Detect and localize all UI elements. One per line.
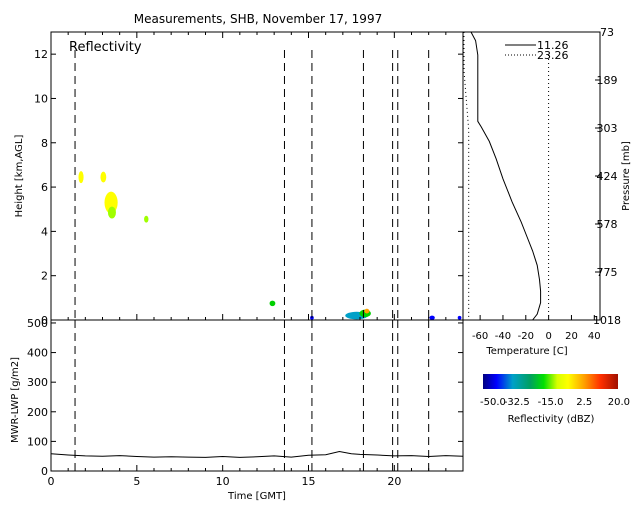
lwp-series-line (50, 450, 464, 458)
lwp-sounding-time-lines (74, 320, 430, 471)
reflectivity-panel: Reflectivity 0 2 4 6 8 10 12 Height [km,AGL] (14, 31, 464, 327)
lwp-y-axis: 0 100 200 300 400 500 (27, 317, 463, 478)
legend-label-dotted: 23.26 (537, 49, 569, 62)
lwp-ylabel: MWR-LWP [g/m2] (10, 357, 21, 443)
reflectivity-y-axis: 0 2 4 6 8 10 12 (34, 48, 463, 327)
time-tick-label: 5 (133, 475, 140, 488)
colorbar-gradient (483, 374, 618, 389)
pressure-tick-label: 775 (597, 266, 618, 279)
sounding-legend: 11.26 23.26 (505, 39, 569, 62)
temperature-tick-label: -40 (495, 331, 511, 342)
reflectivity-echo (364, 308, 370, 314)
sounding-profiles (463, 31, 550, 321)
lwp-panel: 0 100 200 300 400 500 0 5 10 15 20 Time [GMT] MWR… (10, 317, 464, 502)
reflectivity-colorbar: -50.0-32.5 -15.0 2.5 20.0 Reflectivity (dBZ… (480, 374, 630, 425)
lwp-xlabel: Time [GMT] (227, 491, 286, 502)
colorbar-ticks: -50.0-32.5 -15.0 2.5 20.0 (480, 397, 630, 408)
sounding-frame (462, 31, 601, 321)
height-tick-label: 4 (41, 225, 48, 238)
colorbar-tick-label: -32.5 (504, 397, 530, 408)
reflectivity-echo (78, 171, 84, 184)
reflectivity-ylabel: Height [km,AGL] (14, 135, 25, 218)
time-tick-label: 20 (387, 475, 401, 488)
colorbar-label: Reflectivity (dBZ) (508, 414, 595, 425)
lwp-tick-label: 0 (41, 465, 48, 478)
pressure-tick-label: 73 (600, 26, 614, 39)
height-tick-label: 10 (34, 92, 48, 105)
reflectivity-echo (457, 315, 462, 320)
reflectivity-echo (144, 215, 149, 223)
temperature-tick-label: -60 (472, 331, 488, 342)
reflectivity-x-ticks (50, 32, 464, 320)
pressure-tick-label: 189 (597, 74, 618, 87)
temperature-tick-label: -20 (518, 331, 534, 342)
height-tick-label: 2 (41, 270, 48, 283)
reflectivity-echoes (78, 171, 462, 320)
temperature-tick-label: 40 (588, 331, 601, 342)
pressure-tick-label: 303 (597, 122, 618, 135)
lwp-tick-label: 200 (27, 406, 48, 419)
time-tick-label: 10 (216, 475, 230, 488)
lwp-tick-label: 400 (27, 347, 48, 360)
reflectivity-panel-label: Reflectivity (69, 40, 142, 55)
colorbar-tick-label: 2.5 (576, 397, 592, 408)
sounding-panel: -60 -40 -20 0 20 40 73 189 303 424 578 775 1018 Tem… (462, 26, 632, 357)
reflectivity-echo (107, 206, 116, 219)
temperature-tick-label: 20 (565, 331, 578, 342)
lwp-x-axis: 0 5 10 15 20 (48, 465, 464, 488)
pressure-tick-label: 424 (597, 170, 618, 183)
sounding-profile-line (470, 31, 542, 321)
lwp-frame (50, 319, 464, 472)
reflectivity-echo (429, 315, 435, 320)
reflectivity-echo (269, 300, 276, 307)
pressure-axis: 73 189 303 424 578 775 1018 (593, 26, 621, 327)
time-tick-label: 0 (48, 475, 55, 488)
height-tick-label: 8 (41, 137, 48, 150)
height-tick-label: 12 (34, 48, 48, 61)
temperature-tick-label: 0 (545, 331, 551, 342)
temperature-axis: -60 -40 -20 0 20 40 (472, 315, 601, 342)
colorbar-tick-label: 20.0 (608, 397, 630, 408)
legend-label-solid: 11.26 (537, 39, 569, 52)
pressure-tick-label: 578 (597, 218, 618, 231)
pressure-tick-label: 1018 (593, 314, 621, 327)
reflectivity-frame (50, 31, 464, 321)
time-tick-label: 15 (302, 475, 316, 488)
pressure-ylabel: Pressure [mb] (621, 141, 632, 211)
sounding-time-lines (74, 50, 430, 320)
colorbar-tick-label: -50.0 (480, 397, 506, 408)
lwp-tick-label: 500 (27, 317, 48, 330)
lwp-tick-label: 300 (27, 376, 48, 389)
sounding-profile-line (463, 32, 470, 320)
lwp-tick-label: 100 (27, 435, 48, 448)
colorbar-tick-label: -15.0 (538, 397, 564, 408)
temperature-xlabel: Temperature [C] (485, 346, 567, 357)
reflectivity-echo (100, 171, 107, 183)
height-tick-label: 0 (41, 314, 48, 327)
height-tick-label: 6 (41, 181, 48, 194)
figure-title: Measurements, SHB, November 17, 1997 (134, 12, 382, 26)
